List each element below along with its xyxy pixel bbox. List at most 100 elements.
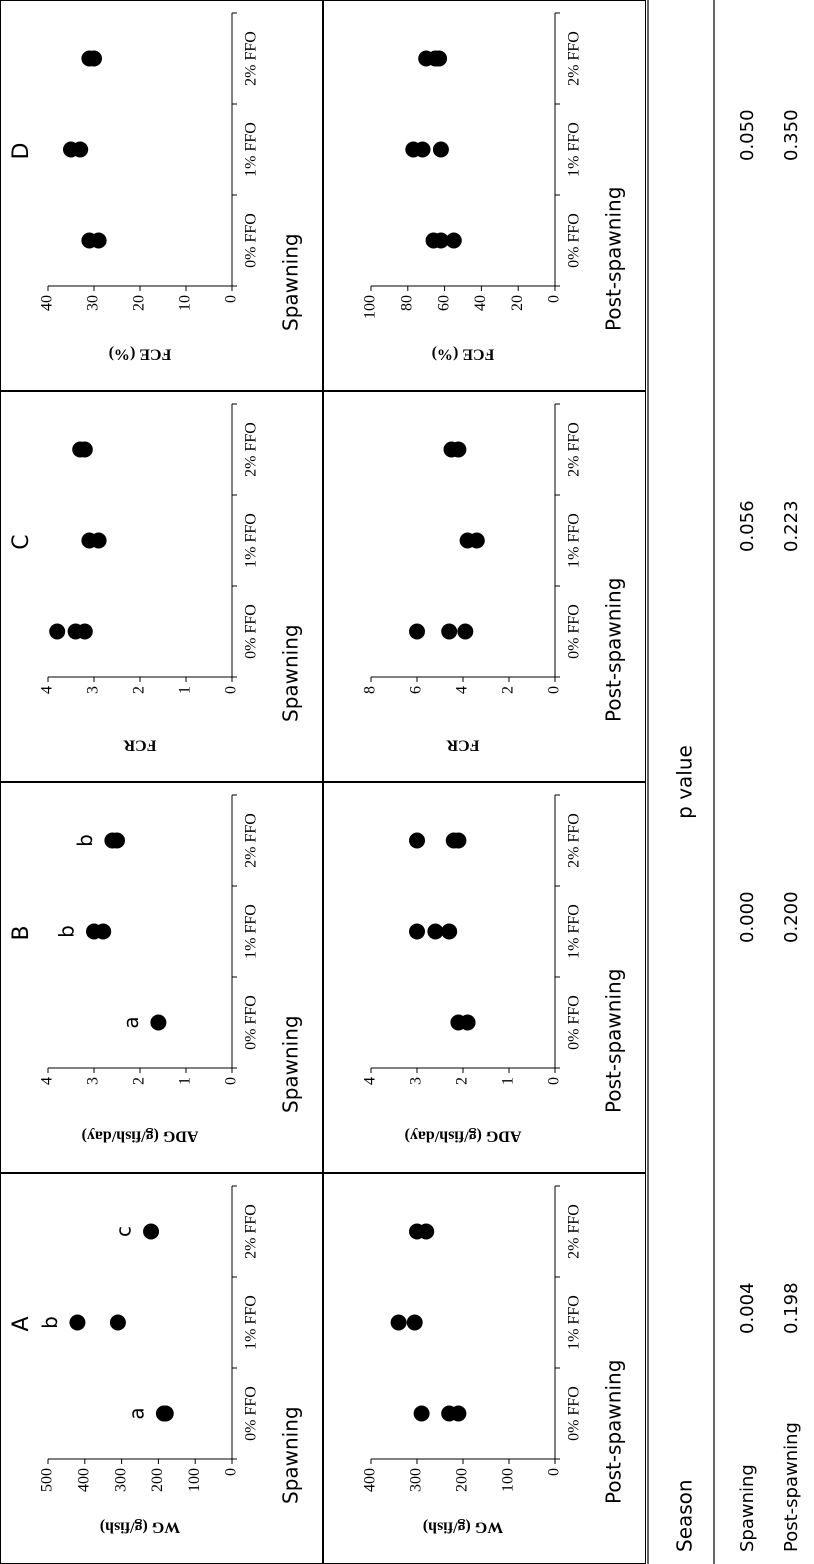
x-tick-label: 2% FFO <box>566 1204 583 1259</box>
y-tick-label: 200 <box>149 1468 166 1492</box>
x-tick-label: 0% FFO <box>243 604 260 659</box>
y-tick-label: 400 <box>75 1468 92 1492</box>
y-tick-label: 0 <box>223 295 240 303</box>
panel-border <box>324 1 646 391</box>
y-tick-label: 300 <box>408 1468 425 1492</box>
table-cell: 0.056 <box>737 500 758 552</box>
data-point <box>414 1406 430 1422</box>
y-tick-label: 1 <box>177 1077 194 1085</box>
y-axis-label: ADG (g/fish/day) <box>82 1127 199 1144</box>
y-tick-label: 4 <box>362 1077 379 1085</box>
data-point <box>49 624 65 640</box>
y-tick-label: 4 <box>39 686 56 694</box>
y-tick-label: 0 <box>546 686 563 694</box>
panel-label: A <box>9 1316 34 1331</box>
y-tick-label: 0 <box>546 1077 563 1085</box>
y-axis-label: ADG (g/fish/day) <box>405 1127 522 1144</box>
y-tick-label: 2 <box>131 686 148 694</box>
panel-border <box>1 392 323 782</box>
table-cell: 0.004 <box>737 1282 758 1334</box>
significance-letter: a <box>119 1016 143 1028</box>
y-axis-label: WG (g/fish) <box>100 1518 180 1535</box>
y-tick-label: 1 <box>177 686 194 694</box>
x-tick-label: 1% FFO <box>243 122 260 177</box>
data-point <box>110 1315 126 1331</box>
x-tick-label: 2% FFO <box>243 1204 260 1259</box>
y-tick-label: 2 <box>454 1077 471 1085</box>
subtitle: Post-spawning <box>602 578 626 722</box>
x-tick-label: 1% FFO <box>566 1295 583 1350</box>
panel-border <box>324 783 646 1173</box>
table-cell: 0.200 <box>781 891 802 943</box>
y-axis-label: FCR <box>446 736 479 753</box>
y-tick-label: 4 <box>454 686 471 694</box>
x-tick-label: 0% FFO <box>566 604 583 659</box>
table-cell: 0.350 <box>781 109 802 161</box>
table-cell: 0.198 <box>781 1282 802 1334</box>
x-tick-label: 1% FFO <box>243 904 260 959</box>
y-tick-label: 60 <box>435 295 452 311</box>
y-tick-label: 0 <box>546 295 563 303</box>
subtitle: Post-spawning <box>602 969 626 1113</box>
data-point <box>91 533 107 549</box>
x-tick-label: 2% FFO <box>243 813 260 868</box>
panel-border <box>324 392 646 782</box>
y-tick-label: 20 <box>131 295 148 311</box>
panel-border <box>1 1174 323 1564</box>
y-tick-label: 0 <box>546 1468 563 1476</box>
y-tick-label: 3 <box>85 1077 102 1085</box>
data-point <box>427 924 443 940</box>
x-tick-label: 0% FFO <box>566 1386 583 1441</box>
data-point <box>450 1406 466 1422</box>
y-tick-label: 400 <box>362 1468 379 1492</box>
data-point <box>72 142 88 158</box>
x-tick-label: 1% FFO <box>566 513 583 568</box>
panel-border <box>1 783 323 1173</box>
table-row-label: Post-spawning <box>781 1422 802 1552</box>
y-tick-label: 3 <box>85 686 102 694</box>
subtitle: Spawning <box>279 1406 303 1504</box>
y-tick-label: 3 <box>408 1077 425 1085</box>
y-tick-label: 0 <box>223 1468 240 1476</box>
data-point <box>460 1015 476 1031</box>
figure: Season p value ABCD01002003004005000% FF… <box>0 0 814 1564</box>
x-tick-label: 2% FFO <box>566 813 583 868</box>
data-point <box>109 833 125 849</box>
data-point <box>407 1315 423 1331</box>
data-point <box>450 442 466 458</box>
y-tick-label: 40 <box>39 295 56 311</box>
y-tick-label: 4 <box>39 1077 56 1085</box>
y-tick-label: 8 <box>362 686 379 694</box>
x-tick-label: 1% FFO <box>243 1295 260 1350</box>
table-header: Season <box>673 1479 697 1552</box>
data-point <box>86 51 102 67</box>
data-point <box>418 1224 434 1240</box>
subtitle: Post-spawning <box>602 1360 626 1504</box>
y-tick-label: 200 <box>454 1468 471 1492</box>
y-tick-label: 300 <box>112 1468 129 1492</box>
data-point <box>409 924 425 940</box>
significance-letter: a <box>124 1407 148 1419</box>
data-point <box>457 624 473 640</box>
x-tick-label: 1% FFO <box>566 122 583 177</box>
y-tick-label: 20 <box>509 295 526 311</box>
data-point <box>156 1406 172 1422</box>
data-point <box>450 833 466 849</box>
y-tick-label: 2 <box>500 686 517 694</box>
y-tick-label: 500 <box>39 1468 56 1492</box>
data-point <box>91 233 107 249</box>
y-tick-label: 10 <box>177 295 194 311</box>
x-tick-label: 0% FFO <box>243 995 260 1050</box>
y-axis-label: WG (g/fish) <box>423 1518 503 1535</box>
x-tick-label: 0% FFO <box>243 1386 260 1441</box>
data-point <box>446 233 462 249</box>
y-axis-label: FCR <box>123 736 156 753</box>
data-point <box>95 924 111 940</box>
data-point <box>433 142 449 158</box>
data-point <box>391 1315 407 1331</box>
y-tick-label: 0 <box>223 1077 240 1085</box>
subtitle: Spawning <box>279 624 303 722</box>
x-tick-label: 2% FFO <box>243 31 260 86</box>
data-point <box>150 1015 166 1031</box>
x-tick-label: 0% FFO <box>566 995 583 1050</box>
